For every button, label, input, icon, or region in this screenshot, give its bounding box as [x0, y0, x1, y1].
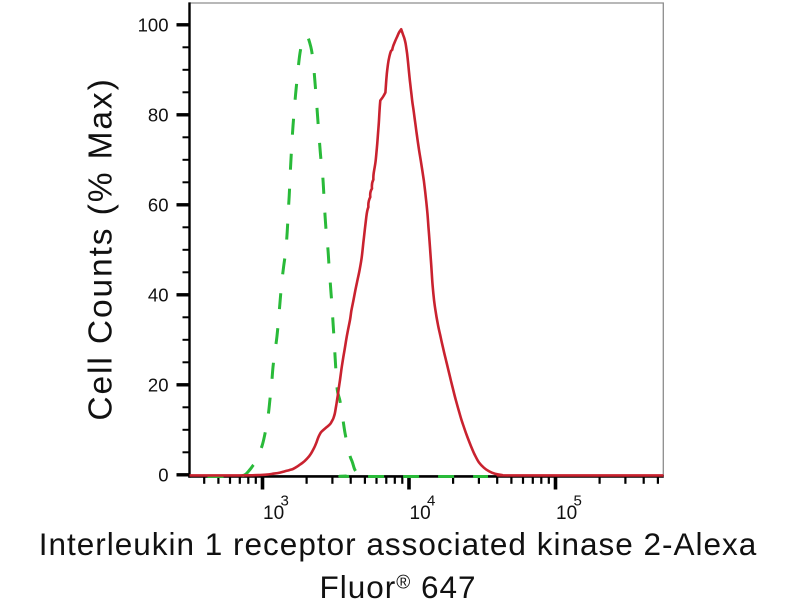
svg-text:5: 5: [574, 493, 582, 510]
svg-text:10: 10: [410, 503, 431, 524]
svg-text:3: 3: [281, 493, 289, 510]
svg-text:10: 10: [263, 503, 284, 524]
svg-text:40: 40: [148, 284, 169, 305]
svg-text:20: 20: [148, 374, 169, 395]
svg-text:100: 100: [138, 14, 169, 35]
svg-text:80: 80: [148, 104, 169, 125]
svg-text:0: 0: [158, 464, 168, 485]
svg-text:Cell Counts (% Max): Cell Counts (% Max): [83, 77, 120, 420]
svg-text:Interleukin 1 receptor associa: Interleukin 1 receptor associated kinase…: [39, 526, 758, 562]
svg-text:10: 10: [556, 503, 577, 524]
svg-text:Fluor® 647: Fluor® 647: [319, 569, 476, 600]
svg-text:60: 60: [148, 194, 169, 215]
svg-text:4: 4: [427, 493, 435, 510]
